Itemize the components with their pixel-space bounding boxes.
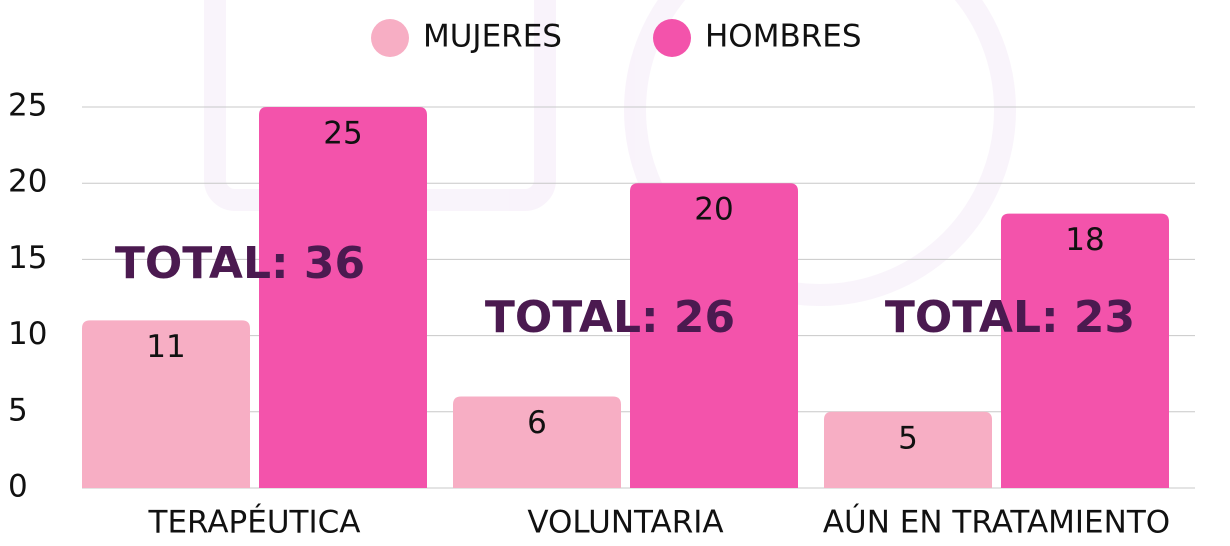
x-tick-label: AÚN EN TRATAMIENTO	[823, 504, 1170, 541]
annotation: TOTAL: 26	[485, 292, 735, 343]
legend-swatch	[371, 19, 409, 57]
annotation: TOTAL: 23	[885, 292, 1135, 343]
bar	[259, 107, 427, 488]
y-tick-label: 15	[8, 240, 47, 276]
y-tick-label: 20	[8, 164, 47, 200]
legend-swatch	[653, 19, 691, 57]
chart: 0 5 10 15 20 25 MUJERES HOMBRES 11 25 TERAPÉUTICA 6…	[0, 0, 1230, 546]
y-tick-label: 10	[8, 316, 47, 352]
data-label: 11	[146, 329, 185, 365]
data-label: 5	[898, 420, 918, 456]
data-label: 18	[1065, 222, 1104, 258]
data-label: 20	[694, 192, 733, 228]
legend-label: MUJERES	[423, 19, 562, 55]
y-tick-label: 0	[8, 469, 28, 505]
data-label: 6	[527, 405, 547, 441]
y-tick-label: 5	[8, 392, 28, 428]
legend-label: HOMBRES	[705, 19, 862, 55]
x-tick-label: TERAPÉUTICA	[148, 505, 361, 541]
y-tick-label: 25	[8, 88, 47, 124]
annotation: TOTAL: 36	[115, 238, 365, 289]
x-tick-label: VOLUNTARIA	[527, 505, 723, 541]
data-label: 25	[323, 116, 362, 152]
